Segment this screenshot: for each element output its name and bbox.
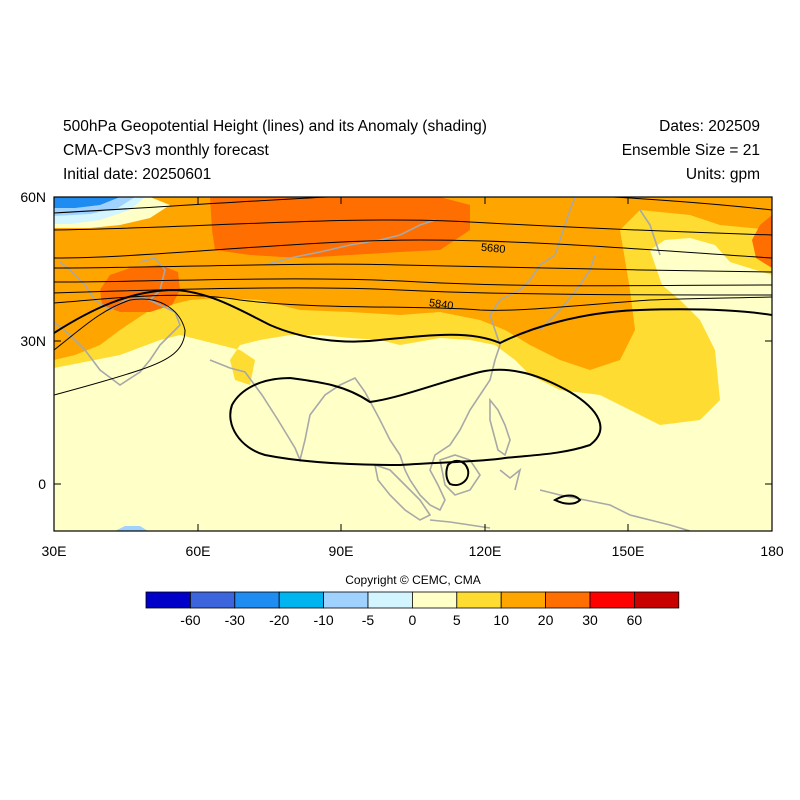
lon-label: 120E <box>469 543 502 559</box>
shade-0-5-northeast <box>650 238 772 420</box>
lon-labels: 30E 60E 90E 120E 150E 180 <box>42 543 784 559</box>
lon-label: 60E <box>186 543 211 559</box>
shade-20-30-east <box>752 215 772 268</box>
colorbar-label: -30 <box>225 612 245 628</box>
colorbar-swatch <box>500 591 547 609</box>
contour-line <box>54 263 772 273</box>
colorbar-label: 60 <box>627 612 643 628</box>
coast-philippines <box>489 397 511 457</box>
coast-borneo <box>439 454 481 496</box>
model-name: CMA-CPSv3 monthly forecast <box>63 142 269 159</box>
colorbar-swatch <box>456 591 502 609</box>
shade-20-30-north <box>210 197 470 258</box>
colorbar-swatch <box>589 591 635 609</box>
units: Units: gpm <box>685 166 760 183</box>
lat-label: 0 <box>38 476 46 492</box>
colorbar-label: 10 <box>493 612 509 628</box>
contour-line-5880-closed <box>229 368 602 467</box>
axis-ticks <box>53 196 773 531</box>
contour-line-small <box>552 494 582 505</box>
coast-sulawesi <box>499 467 522 491</box>
contour-line <box>54 239 772 259</box>
colorbar-swatch <box>367 591 413 609</box>
coast-china-north <box>264 219 436 266</box>
initial-date: Initial date: 20250601 <box>63 166 212 183</box>
lon-label: 150E <box>612 543 645 559</box>
ensemble-size: Ensemble Size = 21 <box>621 142 760 159</box>
contour-line-5880 <box>54 288 772 345</box>
shade-neg-equator <box>115 526 148 531</box>
contour-line <box>54 294 772 311</box>
contour-line-west <box>54 298 186 396</box>
colorbar-swatch <box>411 591 458 609</box>
colorbar-swatch <box>234 591 280 609</box>
colorbar-label: -20 <box>269 612 289 628</box>
lon-label: 90E <box>329 543 354 559</box>
coast-sumatra <box>373 463 432 521</box>
anomaly-shading <box>54 197 772 531</box>
copyright: Copyright © CEMC, CMA <box>345 573 481 587</box>
colorbar-swatch <box>189 591 236 609</box>
contour-line-small <box>445 459 470 486</box>
coast-caspian <box>139 257 166 301</box>
contour-label-5680: 5680 <box>480 242 505 256</box>
lat-label: 60N <box>20 189 46 205</box>
contour-line <box>54 219 772 236</box>
colorbar-label: -10 <box>313 612 333 628</box>
map-frame <box>53 196 773 532</box>
lon-label: 30E <box>42 543 67 559</box>
colorbar-label: 30 <box>582 612 598 628</box>
colorbar-label: 0 <box>409 612 417 628</box>
shade-neg-20-10 <box>54 197 120 208</box>
colorbar-label: -60 <box>180 612 200 628</box>
lon-label: 180 <box>760 543 784 559</box>
colorbar-label: -5 <box>362 612 375 628</box>
coast-kamchatka <box>639 209 661 256</box>
contour-label-5840: 5840 <box>428 297 454 312</box>
map-title: 500hPa Geopotential Height (lines) and i… <box>63 118 487 135</box>
lat-label: 30N <box>20 333 46 349</box>
colorbar-swatch <box>323 591 369 609</box>
colorbar-swatch <box>545 591 591 609</box>
colorbar-label: 5 <box>453 612 461 628</box>
contour-line <box>54 278 772 287</box>
contour-line <box>54 197 772 214</box>
colorbar-swatch <box>278 591 325 609</box>
coast-korea-japan <box>519 197 576 291</box>
colorbar-label: 20 <box>538 612 554 628</box>
colorbar-swatch <box>634 591 680 609</box>
coast-java <box>429 519 491 529</box>
forecast-dates: Dates: 202509 <box>659 118 760 135</box>
colorbar-swatch <box>145 591 191 609</box>
coast-india <box>209 359 373 463</box>
height-contours <box>54 197 772 505</box>
contour-labels: 5680 5840 <box>428 242 506 313</box>
coast-japan-islands <box>539 254 596 331</box>
lat-labels: 60N 30N 0 <box>20 189 46 492</box>
colorbar: -60 -30 -20 -10 -5 0 5 10 20 30 60 <box>145 591 680 628</box>
